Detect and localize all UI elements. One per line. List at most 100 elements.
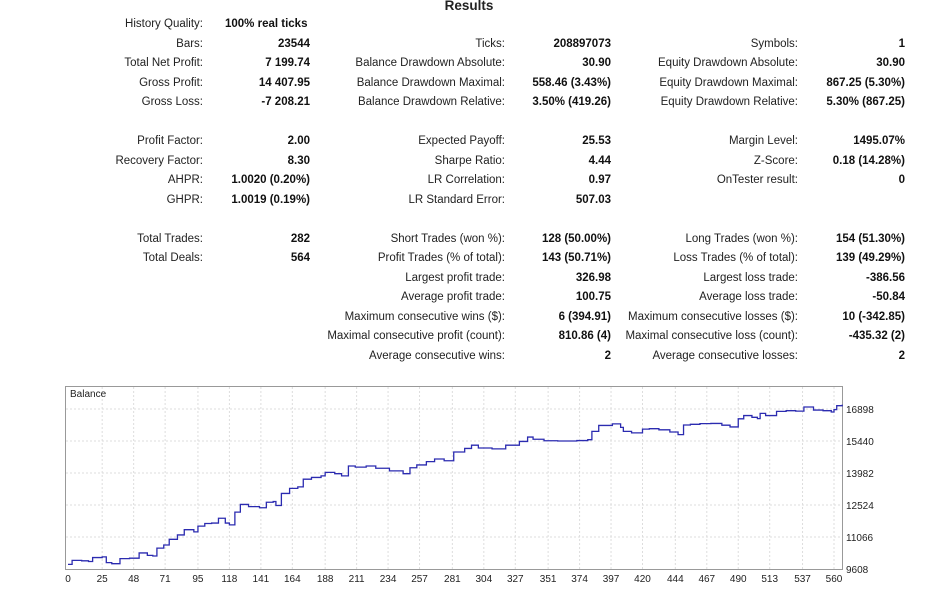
stat-value: 2 <box>898 349 905 362</box>
x-tick-label: 281 <box>444 574 461 585</box>
stat-value: 5.30% (867.25) <box>826 96 905 108</box>
x-tick-label: 211 <box>349 574 365 585</box>
x-tick-label: 95 <box>192 574 204 585</box>
x-tick-label: 537 <box>794 574 811 585</box>
stat-value: -7 208.21 <box>261 96 310 108</box>
stat-value: 25.53 <box>582 135 611 147</box>
x-tick-label: 444 <box>667 574 684 585</box>
x-tick-label: 48 <box>128 574 140 585</box>
stat-label: Equity Drawdown Absolute: <box>658 57 798 69</box>
stat-label: Total Net Profit: <box>124 57 203 69</box>
stat-label: Total Trades: <box>137 232 203 245</box>
balance-chart: Balance 0 25 48 71 95 118 141 164 188 211 234 257 28… <box>65 386 874 585</box>
stat-value: 100% real ticks <box>225 18 308 30</box>
stat-value: 326.98 <box>575 271 611 284</box>
x-tick-label: 234 <box>380 574 397 585</box>
stat-value: 0.18 (14.28%) <box>832 154 905 167</box>
chart-frame <box>65 386 843 570</box>
stat-value: 2.00 <box>287 135 310 147</box>
x-tick-label: 374 <box>571 574 588 585</box>
stat-label: Recovery Factor: <box>115 154 203 167</box>
stat-label: Average consecutive losses: <box>652 349 798 362</box>
stat-label: Symbols: <box>750 37 798 50</box>
stat-label: Z-Score: <box>753 154 798 167</box>
y-tick-label: 16898 <box>846 405 874 416</box>
x-tick-label: 164 <box>284 574 301 585</box>
stat-label: History Quality: <box>125 18 203 30</box>
stat-value: 14 407.95 <box>258 76 310 89</box>
stat-label: Ticks: <box>475 37 505 50</box>
y-tick-label: 15440 <box>846 437 874 448</box>
stat-label: GHPR: <box>166 193 203 206</box>
stat-value: 3.50% (419.26) <box>532 96 611 108</box>
stat-label: Average loss trade: <box>699 291 798 303</box>
stat-label: Short Trades (won %): <box>390 232 505 245</box>
x-tick-label: 118 <box>221 574 237 585</box>
stat-value: 0 <box>898 174 905 186</box>
x-tick-label: 490 <box>730 574 747 585</box>
stat-value: -386.56 <box>865 271 905 284</box>
results-title: Results <box>444 0 494 13</box>
stat-label: Long Trades (won %): <box>685 232 798 245</box>
stat-value: -435.32 (2) <box>848 330 905 342</box>
stat-label: Balance Drawdown Relative: <box>357 96 505 108</box>
stat-label: Profit Factor: <box>137 135 203 147</box>
stat-label: Total Deals: <box>142 252 203 264</box>
stat-label: OnTester result: <box>716 174 798 186</box>
x-tick-label: 513 <box>761 574 778 585</box>
stat-value: 0.97 <box>588 174 611 186</box>
stat-value: 10 (-342.85) <box>842 310 905 323</box>
stat-label: Profit Trades (% of total): <box>377 252 505 264</box>
stat-value: -50.84 <box>872 291 905 303</box>
stat-value: 8.30 <box>287 154 310 167</box>
x-tick-label: 560 <box>826 574 843 585</box>
stat-value: 30.90 <box>582 57 611 69</box>
stat-value: 507.03 <box>575 193 611 206</box>
stat-value: 2 <box>604 349 611 362</box>
stat-value: 30.90 <box>876 57 905 69</box>
stat-label: AHPR: <box>167 174 203 186</box>
stat-value: 1495.07% <box>853 135 905 147</box>
stat-value: 6 (394.91) <box>558 310 611 323</box>
y-tick-label: 12524 <box>846 501 874 512</box>
stat-value: 1.0019 (0.19%) <box>231 193 310 206</box>
stat-label: Sharpe Ratio: <box>434 154 505 167</box>
x-tick-label: 25 <box>97 574 109 585</box>
stat-value: 564 <box>290 252 310 264</box>
stat-label: Maximal consecutive loss (count): <box>625 330 798 342</box>
stat-label: Bars: <box>176 37 203 50</box>
stat-label: Largest profit trade: <box>405 271 505 284</box>
stat-label: Largest loss trade: <box>703 271 798 284</box>
stat-value: 867.25 (5.30%) <box>826 76 905 89</box>
stat-label: LR Standard Error: <box>408 193 505 206</box>
x-tick-label: 467 <box>698 574 715 585</box>
stat-label: Loss Trades (% of total): <box>673 252 798 264</box>
stat-label: Balance Drawdown Maximal: <box>356 76 505 89</box>
stat-label: Gross Loss: <box>141 96 203 108</box>
stat-label: Maximum consecutive losses ($): <box>628 310 798 323</box>
stat-label: Margin Level: <box>728 135 798 147</box>
stat-label: Balance Drawdown Absolute: <box>355 57 505 69</box>
x-tick-label: 351 <box>540 574 557 585</box>
stat-value: 558.46 (3.43%) <box>532 76 611 89</box>
x-tick-label: 420 <box>634 574 651 585</box>
stat-value: 128 (50.00%) <box>541 232 611 245</box>
stat-label: Average profit trade: <box>401 291 505 303</box>
stat-value: 208897073 <box>553 37 611 50</box>
y-tick-label: 9608 <box>846 565 869 576</box>
y-tick-label: 13982 <box>846 469 874 480</box>
stat-label: LR Correlation: <box>427 174 505 186</box>
stat-value: 7 199.74 <box>265 57 310 69</box>
x-tick-label: 327 <box>507 574 524 585</box>
stat-value: 282 <box>290 232 310 245</box>
x-tick-label: 397 <box>603 574 620 585</box>
x-tick-label: 304 <box>475 574 492 585</box>
stat-value: 1.0020 (0.20%) <box>231 174 310 186</box>
stat-value: 154 (51.30%) <box>835 232 905 245</box>
stat-label: Equity Drawdown Relative: <box>660 96 798 108</box>
y-tick-label: 11066 <box>846 533 874 544</box>
stat-label: Gross Profit: <box>139 76 203 89</box>
balance-line <box>68 404 843 565</box>
stat-label: Maximal consecutive profit (count): <box>327 330 505 342</box>
stat-value: 4.44 <box>588 154 611 167</box>
